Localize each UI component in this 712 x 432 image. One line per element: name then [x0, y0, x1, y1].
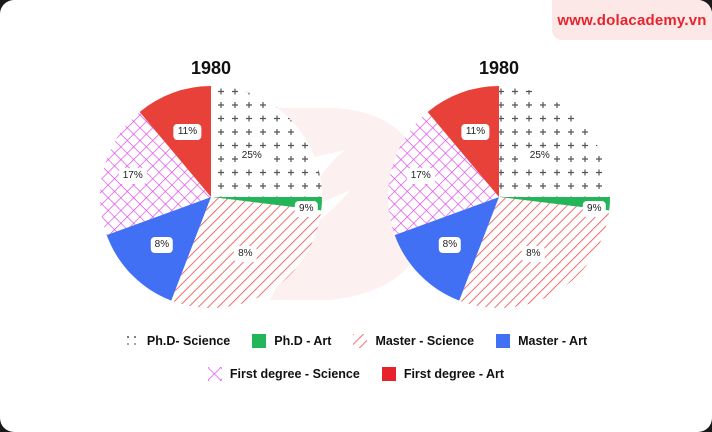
slice-phd-art [499, 197, 610, 211]
legend-item-first-art[interactable]: First degree - Art [381, 367, 505, 381]
legend-item-phd-art[interactable]: Ph.D - Art [252, 334, 331, 348]
slice-phd-art [211, 197, 322, 211]
red-swatch-icon [381, 367, 396, 381]
brand-badge[interactable]: www.dolacademy.vn [552, 0, 712, 40]
pie-chart-left [100, 86, 322, 309]
legend-item-first-science[interactable]: First degree - Science [207, 367, 360, 381]
legend-label: Master - Science [375, 334, 475, 348]
legend-item-phd-science[interactable]: Ph.D- Science [124, 334, 231, 348]
crosshatch-swatch-icon [207, 367, 222, 381]
slice-value-label: 8% [150, 237, 174, 254]
legend-row-2: First degree - Science First degree - Ar… [0, 367, 712, 381]
slice-phd-science [211, 86, 322, 197]
legend-label: First degree - Art [403, 367, 505, 381]
slice-value-label: 9% [295, 200, 318, 217]
slice-value-label: 8% [234, 246, 257, 263]
slice-value-label: 17% [118, 168, 147, 185]
dotted-swatch-icon [124, 334, 139, 348]
slice-first-science [388, 111, 499, 235]
hatched-swatch-icon [353, 334, 368, 348]
slice-value-label: 8% [522, 246, 545, 263]
slice-value-label: 8% [438, 237, 462, 254]
slice-value-label: 11% [173, 124, 202, 141]
slice-first-art [139, 86, 211, 197]
legend-label: First degree - Science [229, 367, 360, 381]
pie-chart-right [388, 86, 610, 308]
legend-item-master-art[interactable]: Master - Art [496, 334, 587, 348]
slice-value-label: 9% [583, 200, 606, 217]
chart-title-right: 1980 [478, 58, 520, 78]
chart-title-left: 1980 [190, 58, 232, 78]
blue-swatch-icon [496, 334, 511, 348]
slice-value-label: 11% [461, 124, 490, 141]
legend-label: Master - Art [518, 334, 588, 348]
slice-value-label: 17% [406, 168, 435, 185]
slice-phd-science [499, 86, 610, 197]
legend-label: Ph.D- Science [146, 334, 231, 348]
legend-row-1: Ph.D- Science Ph.D - Art Master - Scienc… [0, 334, 712, 348]
slice-first-science [100, 111, 211, 235]
legend-label: Ph.D - Art [274, 334, 332, 348]
slice-first-art [427, 86, 499, 197]
slice-value-label: 25% [525, 148, 554, 165]
slice-value-label: 25% [237, 148, 266, 165]
legend-item-master-science[interactable]: Master - Science [353, 334, 474, 348]
green-swatch-icon [252, 334, 267, 348]
